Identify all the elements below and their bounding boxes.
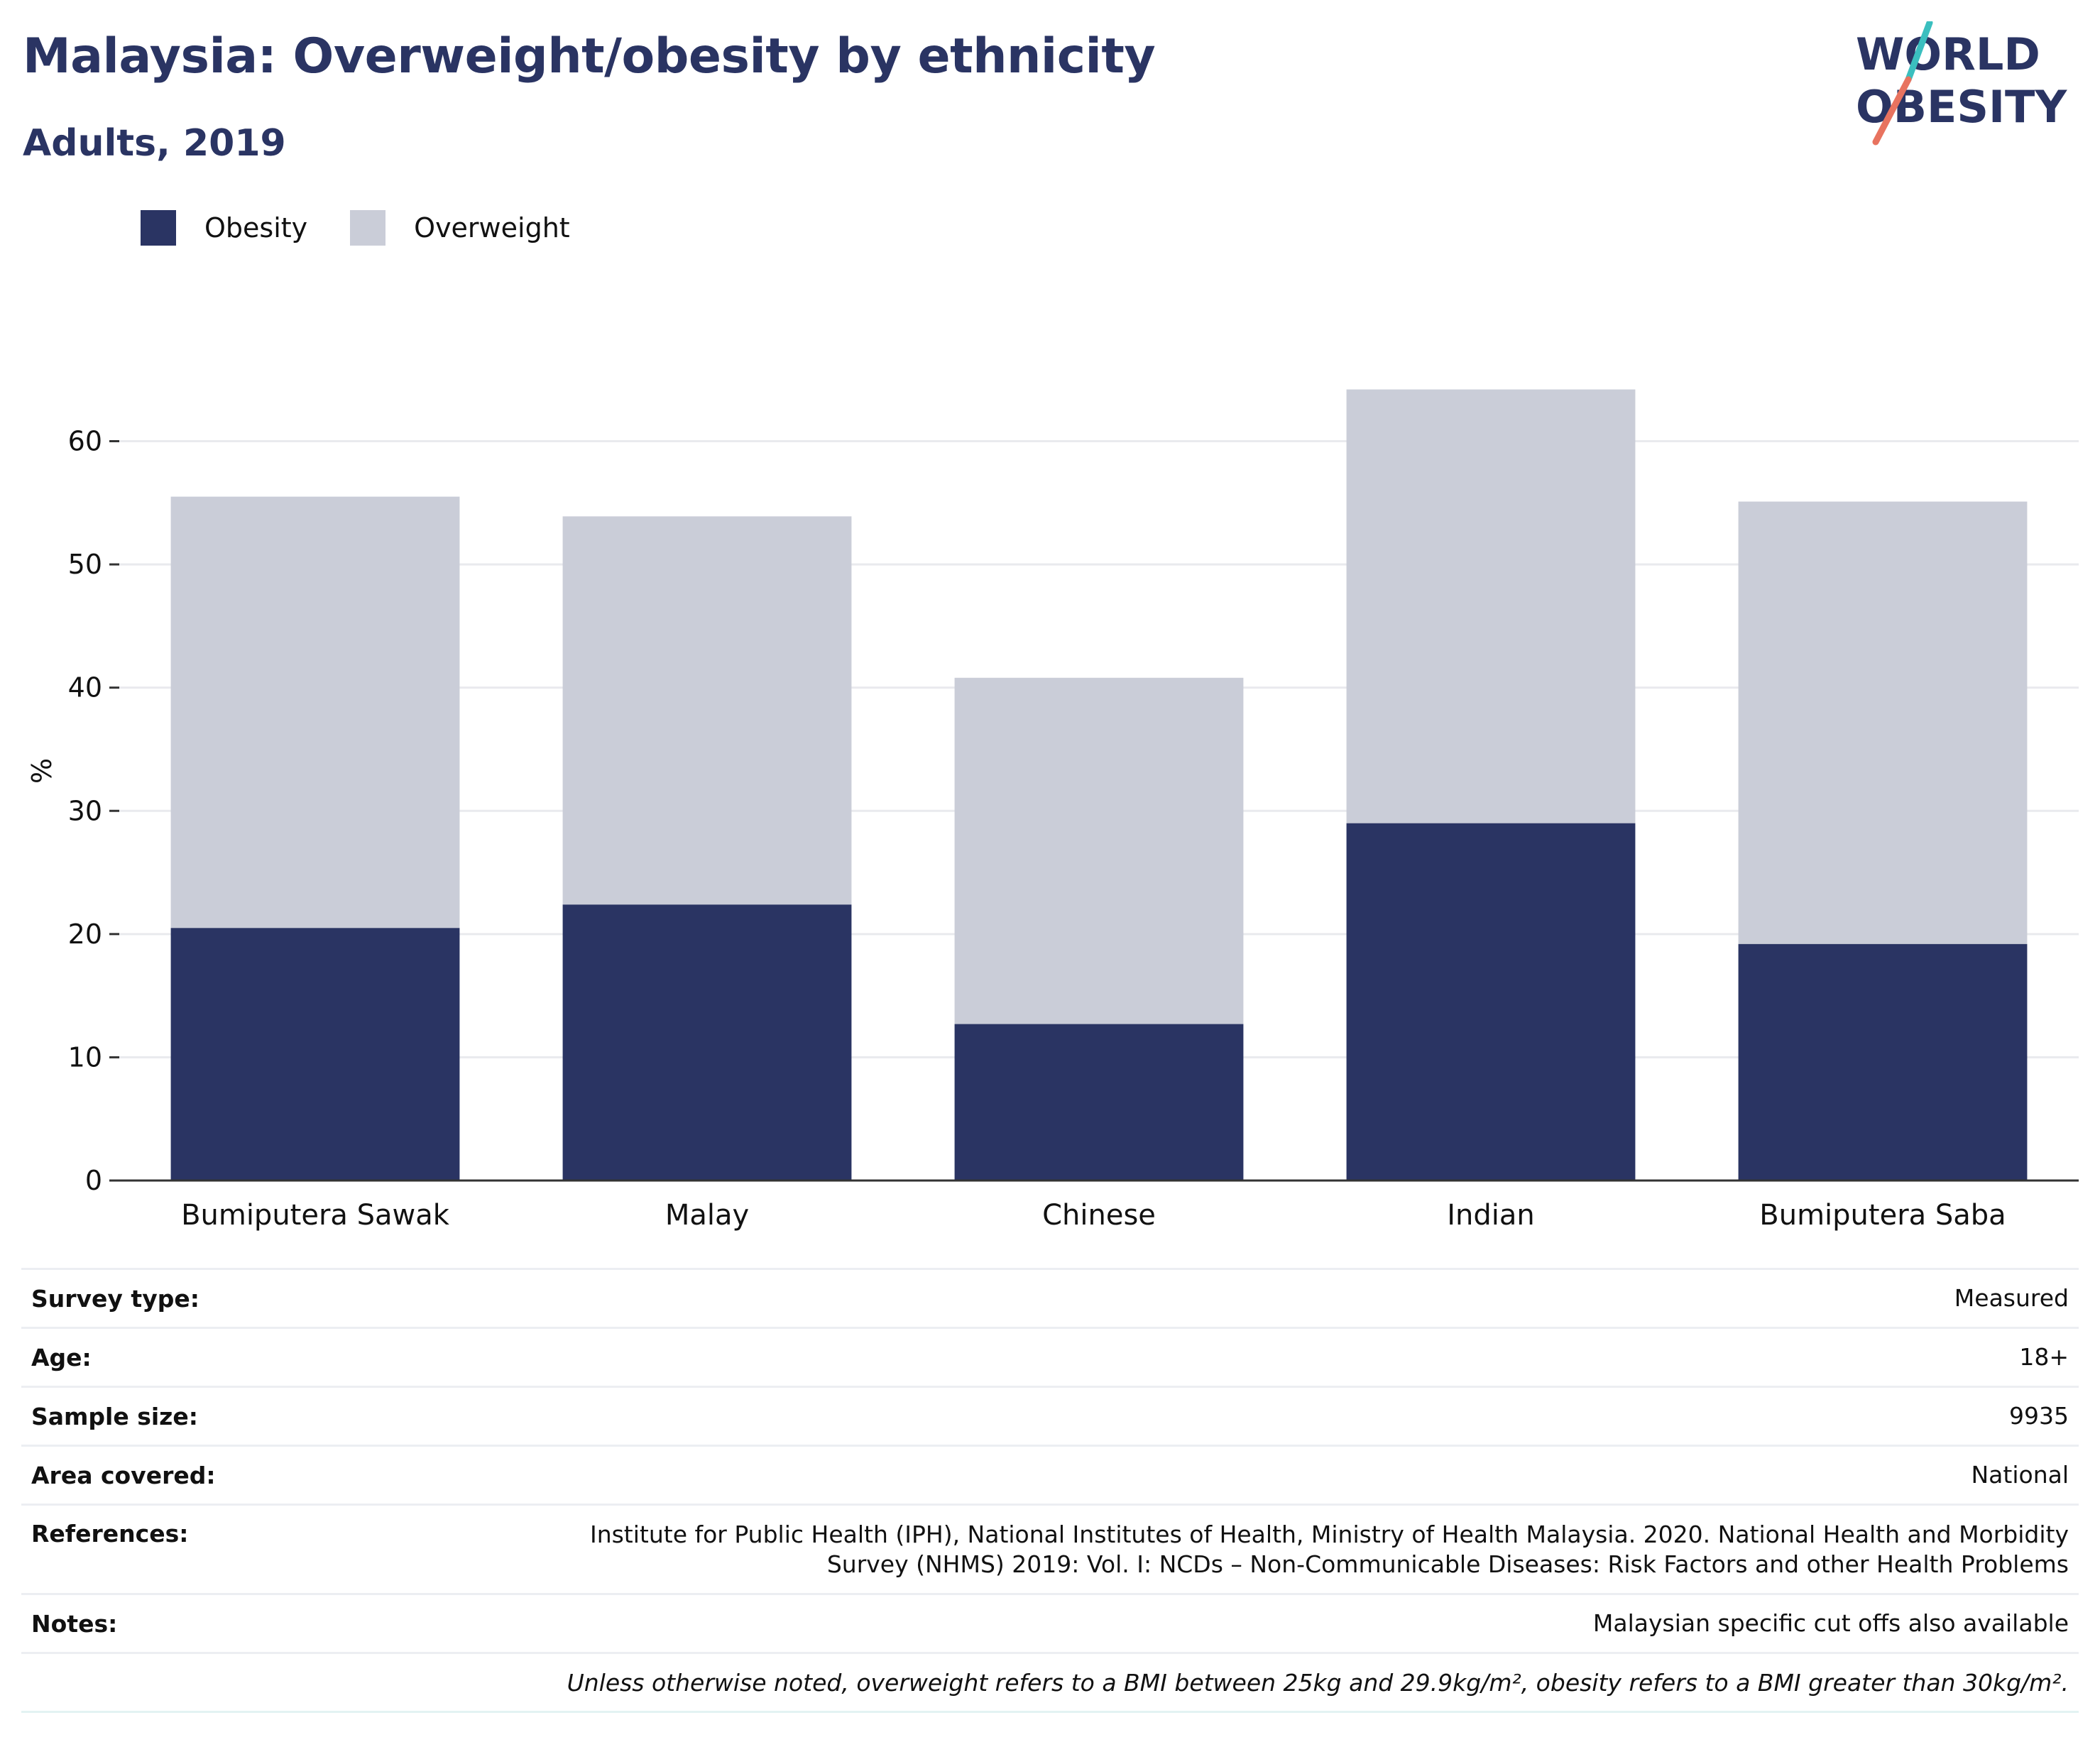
bar-obesity-2 — [954, 1024, 1244, 1181]
x-category-label: Bumiputera Sawak — [181, 1199, 450, 1232]
legend-item-obesity[interactable]: Obesity — [141, 210, 307, 246]
legend-item-overweight[interactable]: Overweight — [350, 210, 570, 246]
info-row: References: Institute for Public Health (… — [21, 1504, 2079, 1593]
x-category-label: Chinese — [1042, 1199, 1156, 1232]
y-tick-label: 10 — [68, 1041, 102, 1073]
y-axis-label: % — [26, 758, 58, 784]
y-tick-label: 40 — [68, 672, 102, 703]
bar-overweight-0 — [170, 496, 460, 929]
bars — [170, 389, 2028, 1181]
y-tick-label: 30 — [68, 795, 102, 826]
y-tick-label: 50 — [68, 549, 102, 580]
legend-label-obesity: Obesity — [204, 212, 308, 243]
info-value: Malaysian specific cut offs also availab… — [1592, 1609, 2069, 1637]
bar-overweight-2 — [954, 677, 1244, 1024]
info-value: 18+ — [2019, 1343, 2069, 1371]
info-value: National — [1971, 1461, 2069, 1489]
stacked-bar-chart: 0 10 20 30 40 50 60 Bumiputera Sawak Malay Chines… — [26, 389, 2079, 1232]
info-row: Notes: Malaysian specific cut offs also a… — [21, 1593, 2079, 1652]
bar-overweight-3 — [1346, 389, 1636, 823]
legend-swatch-obesity — [141, 210, 176, 246]
legend-label-overweight: Overweight — [414, 212, 570, 243]
world-obesity-logo: WORLD OBESITY — [1856, 21, 2067, 146]
info-value: 9935 — [2009, 1402, 2069, 1430]
info-key: Area covered: — [31, 1461, 216, 1489]
info-key: Survey type: — [31, 1284, 199, 1313]
footnote-row: Unless otherwise noted, overweight refer… — [21, 1652, 2079, 1713]
x-category-label: Indian — [1447, 1199, 1535, 1232]
info-key: Notes: — [31, 1609, 118, 1638]
info-row: Age: 18+ — [21, 1327, 2079, 1386]
x-category-label: Bumiputera Saba — [1759, 1199, 2006, 1232]
info-key: Sample size: — [31, 1402, 198, 1430]
bar-obesity-0 — [170, 928, 460, 1181]
info-key: References: — [31, 1520, 189, 1548]
logo-line-1: WORLD — [1856, 28, 2040, 80]
info-row: Sample size: 9935 — [21, 1386, 2079, 1445]
info-row: Survey type: Measured — [21, 1268, 2079, 1327]
y-tick-label: 60 — [68, 426, 102, 457]
y-tick-label: 0 — [85, 1165, 102, 1196]
bar-overweight-1 — [562, 516, 852, 905]
info-row: Area covered: National — [21, 1445, 2079, 1504]
axes: 0 10 20 30 40 50 60 Bumiputera Sawak Malay Chines… — [68, 426, 2079, 1232]
info-value: Measured — [1954, 1284, 2069, 1312]
logo-slash-top — [1905, 21, 1933, 83]
bmi-footnote: Unless otherwise noted, overweight refer… — [567, 1668, 2069, 1697]
bar-overweight-4 — [1738, 501, 2028, 944]
info-key: Age: — [31, 1343, 92, 1371]
chart-legend: Obesity Overweight — [141, 210, 613, 246]
legend-swatch-overweight — [350, 210, 386, 246]
bar-obesity-1 — [562, 904, 852, 1181]
x-category-label: Malay — [665, 1199, 749, 1232]
survey-info-table: Survey type: Measured Age: 18+ Sample size: 9… — [21, 1268, 2079, 1713]
bar-obesity-4 — [1738, 943, 2028, 1181]
info-value: Institute for Public Health (IPH), Natio… — [589, 1521, 2069, 1578]
chart-title: Malaysia: Overweight/obesity by ethnicit… — [23, 28, 1156, 84]
bar-obesity-3 — [1346, 823, 1636, 1181]
chart-subtitle: Adults, 2019 — [23, 122, 286, 165]
y-tick-label: 20 — [68, 919, 102, 950]
logo-slash-bottom — [1872, 76, 1912, 146]
